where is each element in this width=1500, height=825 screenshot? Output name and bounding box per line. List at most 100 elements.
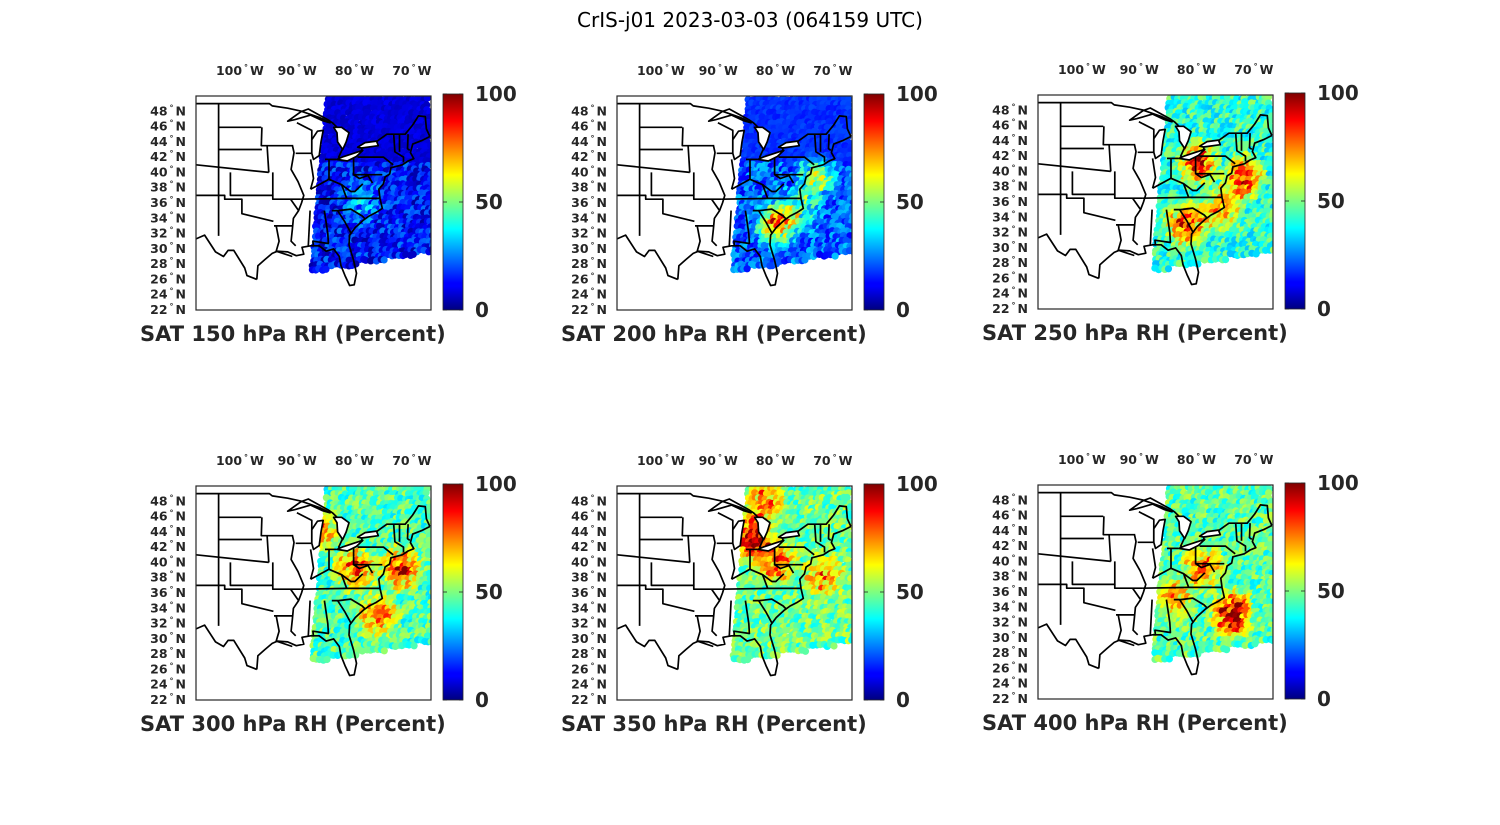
map-frame <box>1037 94 1274 310</box>
lat-tick-label: 24 ° N <box>571 287 607 302</box>
colorbar-tick-label: 0 <box>1317 297 1331 321</box>
colorbar-tick-label: 100 <box>475 472 517 496</box>
lon-tick-label: 80 ° W <box>1177 452 1216 467</box>
panel-title: SAT 200 hPa RH (Percent) <box>561 322 867 346</box>
lat-tick-label: 26 ° N <box>992 660 1028 675</box>
lat-tick-label: 30 ° N <box>571 631 607 646</box>
colorbar-tick-label: 50 <box>896 580 924 604</box>
lat-tick-label: 28 ° N <box>571 256 607 271</box>
lat-tick-label: 48 ° N <box>571 103 607 118</box>
swath-observations <box>308 96 431 274</box>
lat-tick-label: 36 ° N <box>571 195 607 210</box>
map-frame <box>195 485 432 701</box>
colorbar-tick-label: 50 <box>475 190 503 214</box>
lat-tick-label: 26 ° N <box>992 270 1028 285</box>
lat-tick-label: 40 ° N <box>150 164 186 179</box>
map-panel-300: 100 ° W 90 ° W 80 ° W 70 ° W 48 ° N46 ° N44 ° N42 ° N40 ° N38 °… <box>140 453 517 736</box>
lat-tick-label: 44 ° N <box>150 134 186 149</box>
colorbar-tick-label: 100 <box>896 82 938 106</box>
lat-tick-label: 30 ° N <box>992 240 1028 255</box>
lat-tick-label: 32 ° N <box>150 616 186 631</box>
lat-tick-label: 24 ° N <box>150 287 186 302</box>
colorbar-tick-label: 50 <box>896 190 924 214</box>
lat-tick-label: 48 ° N <box>150 103 186 118</box>
lat-tick-label: 28 ° N <box>992 645 1028 660</box>
lat-tick-label: 46 ° N <box>150 509 186 524</box>
political-boundaries <box>196 492 431 677</box>
lon-tick-label: 70 ° W <box>1234 452 1273 467</box>
lat-tick-label: 30 ° N <box>571 241 607 256</box>
political-boundaries <box>617 102 852 287</box>
lat-tick-label: 42 ° N <box>992 538 1028 553</box>
lat-tick-label: 40 ° N <box>571 554 607 569</box>
lat-tick-label: 36 ° N <box>992 194 1028 209</box>
swath-observations <box>729 486 852 664</box>
lon-tick-label: 100 ° W <box>216 63 264 78</box>
lat-tick-label: 32 ° N <box>571 616 607 631</box>
lat-tick-label: 32 ° N <box>150 226 186 241</box>
lon-tick-label: 90 ° W <box>1120 62 1159 77</box>
lat-tick-label: 26 ° N <box>571 661 607 676</box>
colorbar-tick-label: 0 <box>896 298 910 322</box>
lat-tick-label: 34 ° N <box>150 600 186 615</box>
map-panel-400: 100 ° W 90 ° W 80 ° W 70 ° W 48 ° N46 ° N44 ° N42 ° N40 ° N38 °… <box>982 452 1359 735</box>
lon-tick-label: 80 ° W <box>1177 62 1216 77</box>
lon-tick-label: 70 ° W <box>392 63 431 78</box>
lon-tick-label: 100 ° W <box>1058 62 1106 77</box>
panel-title: SAT 300 hPa RH (Percent) <box>140 712 446 736</box>
lat-tick-label: 32 ° N <box>571 226 607 241</box>
lat-tick-label: 34 ° N <box>992 599 1028 614</box>
figure-title: CrIS-j01 2023-03-03 (064159 UTC) <box>577 8 923 32</box>
lat-tick-label: 44 ° N <box>992 133 1028 148</box>
lat-tick-label: 42 ° N <box>150 149 186 164</box>
colorbar-tick-label: 100 <box>1317 81 1359 105</box>
lat-tick-label: 34 ° N <box>150 210 186 225</box>
lat-tick-label: 22 ° N <box>992 301 1028 316</box>
lat-tick-label: 22 ° N <box>992 691 1028 706</box>
panel-title: SAT 250 hPa RH (Percent) <box>982 321 1288 345</box>
lat-tick-label: 22 ° N <box>571 692 607 707</box>
lat-tick-label: 42 ° N <box>571 149 607 164</box>
lat-tick-label: 26 ° N <box>150 271 186 286</box>
map-panel-150: 100 ° W 90 ° W 80 ° W 70 ° W 48 ° N46 ° N44 ° N42 ° N40 ° N38 °… <box>140 63 517 346</box>
lat-tick-label: 38 ° N <box>150 180 186 195</box>
panel-title: SAT 150 hPa RH (Percent) <box>140 322 446 346</box>
lon-tick-label: 70 ° W <box>813 63 852 78</box>
map-frame <box>195 95 432 311</box>
lat-tick-label: 36 ° N <box>992 584 1028 599</box>
lat-tick-label: 24 ° N <box>150 677 186 692</box>
lat-tick-label: 36 ° N <box>150 195 186 210</box>
lat-tick-label: 38 ° N <box>992 569 1028 584</box>
lat-tick-label: 34 ° N <box>571 600 607 615</box>
lon-tick-label: 90 ° W <box>278 63 317 78</box>
lat-tick-label: 28 ° N <box>150 646 186 661</box>
map-frame <box>1037 484 1274 700</box>
political-boundaries <box>196 102 431 287</box>
lat-tick-label: 38 ° N <box>571 570 607 585</box>
lat-tick-label: 32 ° N <box>992 225 1028 240</box>
lon-tick-label: 90 ° W <box>699 453 738 468</box>
lat-tick-label: 28 ° N <box>150 256 186 271</box>
lat-tick-label: 34 ° N <box>571 210 607 225</box>
political-boundaries <box>617 492 852 677</box>
lat-tick-label: 44 ° N <box>571 134 607 149</box>
lat-tick-label: 42 ° N <box>150 539 186 554</box>
map-frame <box>616 485 853 701</box>
lon-tick-label: 100 ° W <box>216 453 264 468</box>
lat-tick-label: 42 ° N <box>571 539 607 554</box>
lon-tick-label: 70 ° W <box>1234 62 1273 77</box>
lat-tick-label: 26 ° N <box>150 661 186 676</box>
lat-tick-label: 32 ° N <box>992 615 1028 630</box>
lat-tick-label: 40 ° N <box>571 164 607 179</box>
lat-tick-label: 40 ° N <box>992 163 1028 178</box>
lat-tick-label: 46 ° N <box>150 119 186 134</box>
lat-tick-label: 46 ° N <box>992 508 1028 523</box>
lon-tick-label: 100 ° W <box>637 453 685 468</box>
lat-tick-label: 40 ° N <box>992 553 1028 568</box>
map-panel-250: 100 ° W 90 ° W 80 ° W 70 ° W 48 ° N46 ° N44 ° N42 ° N40 ° N38 °… <box>982 62 1359 345</box>
lat-tick-label: 22 ° N <box>571 302 607 317</box>
lat-tick-label: 48 ° N <box>571 493 607 508</box>
lat-tick-label: 30 ° N <box>992 630 1028 645</box>
lon-tick-label: 70 ° W <box>392 453 431 468</box>
